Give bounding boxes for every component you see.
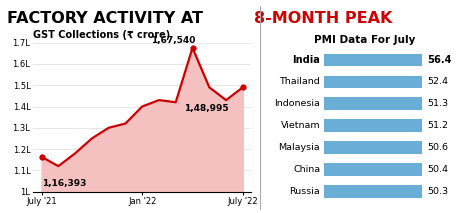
Text: Indonesia: Indonesia bbox=[274, 99, 320, 108]
Text: Russia: Russia bbox=[290, 187, 320, 196]
Text: 1,16,393: 1,16,393 bbox=[42, 179, 86, 188]
Text: 51.3: 51.3 bbox=[428, 99, 448, 108]
Text: GST Collections (₹ crore): GST Collections (₹ crore) bbox=[33, 30, 171, 40]
Text: China: China bbox=[293, 165, 320, 174]
Bar bbox=[324, 119, 422, 132]
Text: 50.6: 50.6 bbox=[428, 143, 448, 152]
Text: 52.4: 52.4 bbox=[428, 77, 448, 86]
Bar bbox=[324, 163, 422, 176]
Text: 51.2: 51.2 bbox=[428, 121, 448, 130]
Title: PMI Data For July: PMI Data For July bbox=[314, 35, 416, 45]
Text: India: India bbox=[292, 55, 320, 65]
Text: 8-MONTH PEAK: 8-MONTH PEAK bbox=[254, 11, 392, 26]
Text: Vietnam: Vietnam bbox=[281, 121, 320, 130]
Text: 1,48,995: 1,48,995 bbox=[184, 104, 229, 113]
Text: 50.3: 50.3 bbox=[428, 187, 448, 196]
Bar bbox=[324, 141, 422, 154]
Bar bbox=[324, 54, 422, 66]
Bar bbox=[324, 76, 422, 88]
Bar bbox=[324, 185, 422, 198]
Text: FACTORY ACTIVITY AT: FACTORY ACTIVITY AT bbox=[7, 11, 209, 26]
Text: 56.4: 56.4 bbox=[428, 55, 452, 65]
Text: Thailand: Thailand bbox=[279, 77, 320, 86]
Text: 1,67,540: 1,67,540 bbox=[151, 36, 195, 45]
Bar bbox=[324, 97, 422, 110]
Text: 50.4: 50.4 bbox=[428, 165, 448, 174]
Text: Malaysia: Malaysia bbox=[279, 143, 320, 152]
